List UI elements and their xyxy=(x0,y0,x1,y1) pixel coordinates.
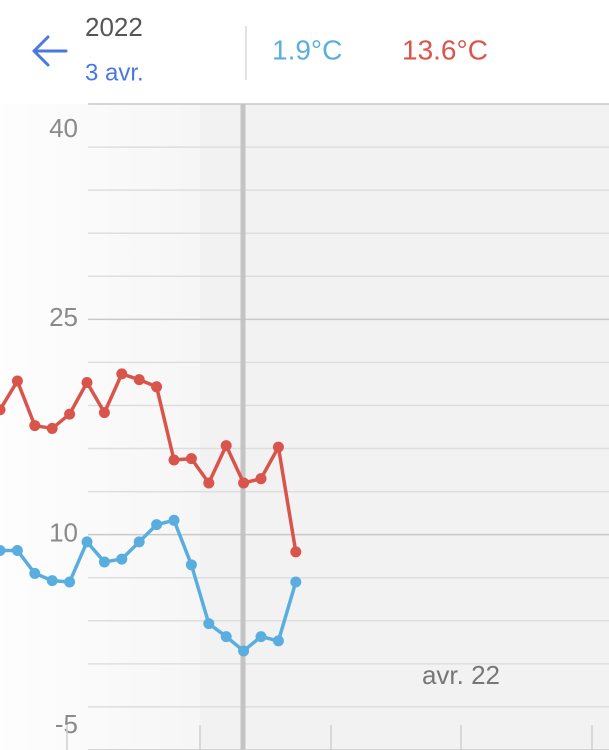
point xyxy=(203,618,215,630)
point xyxy=(46,575,58,587)
point xyxy=(185,559,197,571)
point xyxy=(0,404,6,416)
point xyxy=(116,368,128,380)
point xyxy=(238,477,250,489)
point xyxy=(238,645,250,657)
year: 2022 xyxy=(85,12,143,42)
point xyxy=(46,422,58,434)
point xyxy=(168,514,180,526)
point xyxy=(151,519,163,531)
point xyxy=(290,576,302,588)
point xyxy=(133,374,145,386)
point xyxy=(290,546,302,558)
point xyxy=(64,408,76,420)
max-temp: 13.6°C xyxy=(402,34,488,65)
point xyxy=(151,381,163,393)
header-bg xyxy=(0,0,609,104)
point xyxy=(133,536,145,548)
y-tick-label: -5 xyxy=(55,709,78,739)
point xyxy=(0,544,6,556)
point xyxy=(81,376,93,388)
point xyxy=(98,556,110,568)
point xyxy=(220,631,232,643)
point xyxy=(11,375,23,387)
point xyxy=(11,544,23,556)
point xyxy=(29,420,41,432)
point xyxy=(255,631,267,643)
point xyxy=(64,576,76,588)
y-tick-label: 25 xyxy=(49,302,78,332)
point xyxy=(272,441,284,453)
date: 3 avr. xyxy=(85,59,144,86)
point xyxy=(185,453,197,465)
point xyxy=(81,536,93,548)
point xyxy=(272,635,284,647)
min-temp: 1.9°C xyxy=(272,34,342,65)
y-tick-label: 10 xyxy=(49,518,78,548)
point xyxy=(168,454,180,466)
back-arrow[interactable] xyxy=(32,35,68,67)
y-tick-label: 40 xyxy=(49,113,78,143)
point xyxy=(29,567,41,579)
point xyxy=(98,407,110,419)
x-label: avr. 22 xyxy=(422,660,500,690)
point xyxy=(203,477,215,489)
point xyxy=(220,440,232,452)
point xyxy=(116,553,128,565)
point xyxy=(255,473,267,485)
